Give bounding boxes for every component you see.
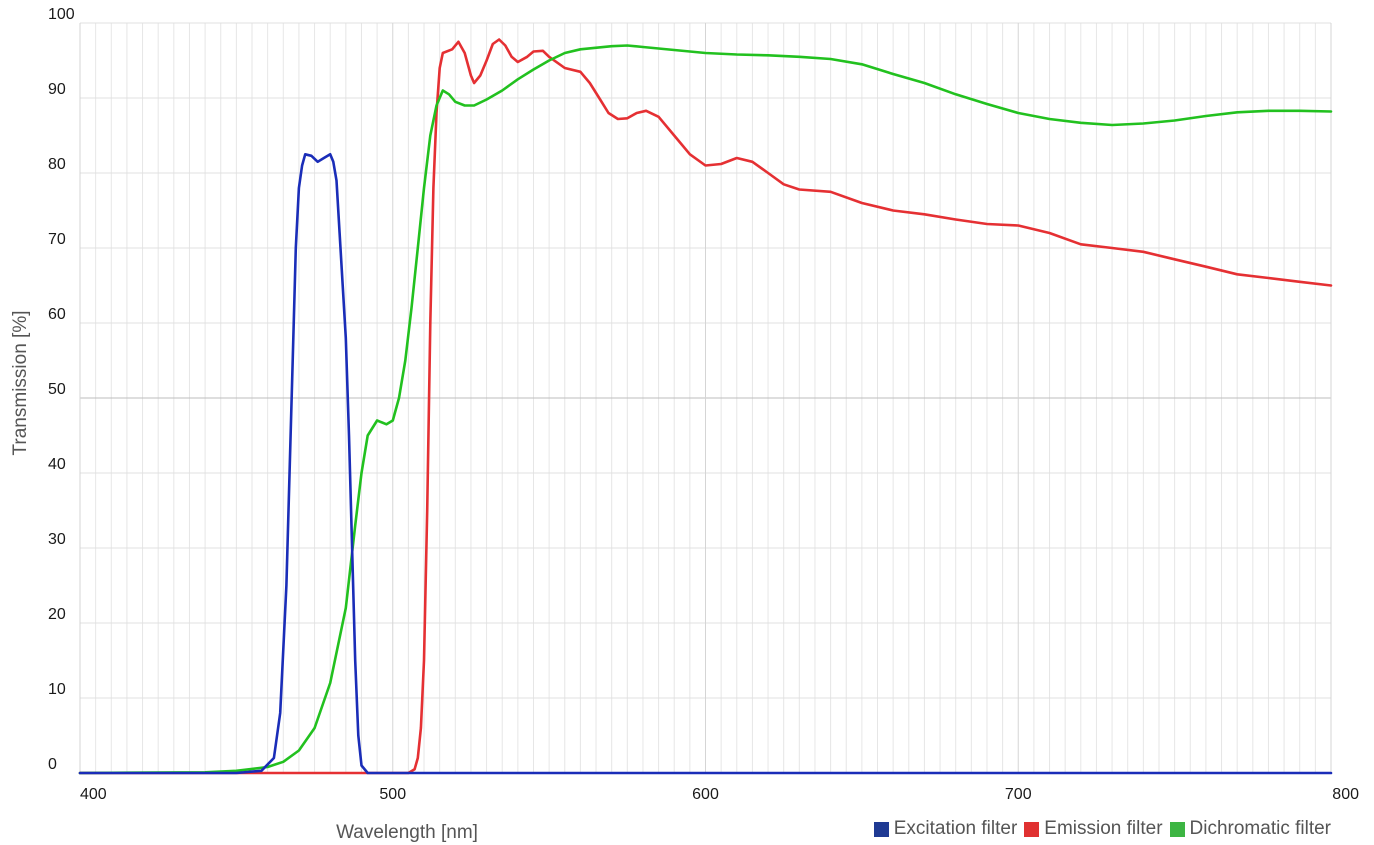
y-axis-title: Transmission [%]: [10, 311, 31, 456]
series-lines: [78, 38, 1333, 775]
legend-swatch-emission: [1024, 821, 1040, 837]
y-tick-label: 90: [48, 81, 66, 98]
x-tick-label: 500: [379, 786, 406, 803]
y-tick-label: 20: [48, 606, 66, 623]
y-tick-label: 100: [48, 6, 75, 23]
y-tick-label: 60: [48, 306, 66, 323]
x-tick-label: 400: [80, 786, 107, 803]
legend-item-dichromatic: Dichromatic filter: [1169, 818, 1331, 840]
legend: Excitation filter Emission filter Dichro…: [867, 818, 1331, 840]
series-line-dichromatic-filter: [78, 44, 1333, 775]
legend-item-excitation: Excitation filter: [873, 818, 1018, 840]
legend-swatch-excitation: [873, 821, 889, 837]
x-axis-title: Wavelength [nm]: [336, 822, 478, 843]
series-line-excitation-filter: [78, 153, 1333, 775]
y-tick-label: 70: [48, 231, 66, 248]
y-axis-ticks: 0 10 20 30 40 50 60 70 80 90 100: [48, 6, 75, 773]
y-tick-label: 0: [48, 756, 57, 773]
x-axis-ticks: 400 500 600 700 800: [80, 786, 1359, 803]
legend-label-excitation: Excitation filter: [893, 818, 1018, 839]
legend-label-dichromatic: Dichromatic filter: [1189, 818, 1331, 839]
legend-swatch-dichromatic: [1169, 821, 1185, 837]
y-tick-label: 30: [48, 531, 66, 548]
y-tick-label: 50: [48, 381, 66, 398]
y-tick-label: 40: [48, 456, 66, 473]
x-tick-label: 800: [1332, 786, 1359, 803]
series-line-emission-filter: [78, 38, 1333, 775]
legend-label-emission: Emission filter: [1044, 818, 1163, 839]
legend-item-emission: Emission filter: [1024, 818, 1163, 840]
y-tick-label: 10: [48, 681, 66, 698]
x-tick-label: 700: [1005, 786, 1032, 803]
y-tick-label: 80: [48, 156, 66, 173]
x-tick-label: 600: [692, 786, 719, 803]
